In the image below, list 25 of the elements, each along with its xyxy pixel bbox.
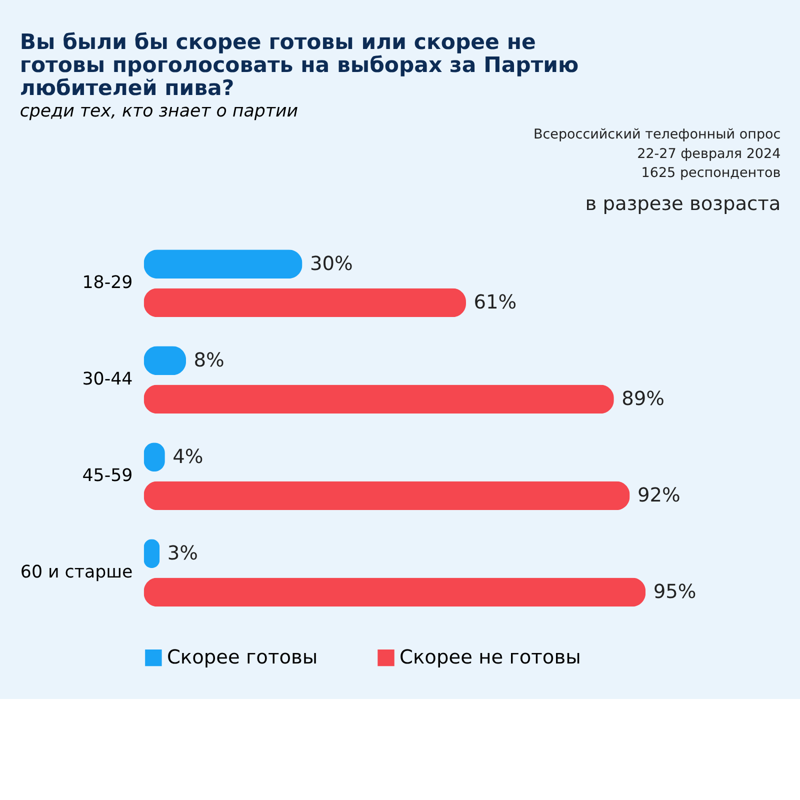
data-label: 30%: [310, 252, 353, 275]
bar: [144, 384, 614, 414]
data-label: 95%: [653, 580, 696, 603]
legend-label: Скорее не готовы: [400, 646, 581, 669]
bar: [144, 250, 302, 279]
text: 22-27 февраля 2024: [637, 146, 781, 162]
text: в разрезе возраста: [585, 192, 781, 216]
data-label: 3%: [167, 541, 198, 564]
data-label: 8%: [194, 348, 224, 372]
data-label: 4%: [172, 444, 204, 468]
y-tick-label: 30-44: [82, 370, 133, 390]
legend-label: Скорее готовы: [166, 646, 318, 669]
data-label: 89%: [622, 386, 665, 410]
chart-title: Вы были бы скорее готовы или скорее не готовы проголосовать на выборах за Партию любителей пива?: [20, 30, 579, 102]
y-tick-label: 18-29: [82, 273, 133, 294]
chart-subtitle: среди тех, кто знает о партии: [20, 101, 298, 122]
text: Всероссийский телефонный опрос: [533, 126, 781, 143]
y-tick-label: 45-59: [82, 466, 133, 486]
bar: [144, 288, 466, 318]
text: 1625 респондентов: [641, 165, 781, 182]
data-label: 61%: [474, 290, 517, 314]
bar: [144, 481, 630, 510]
y-tick-label: 60 и старше: [20, 562, 133, 583]
data-label: 92%: [637, 483, 680, 506]
bar: [144, 578, 646, 607]
